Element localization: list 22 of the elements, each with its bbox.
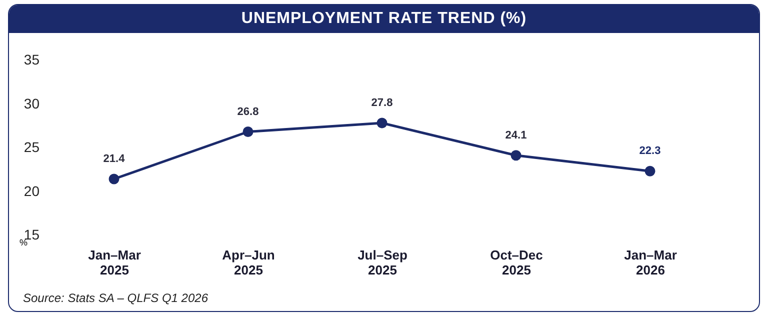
y-axis-title: % <box>20 238 28 248</box>
data-label: 26.8 <box>237 106 259 118</box>
x-tick-label: Oct–Dec 2025 <box>490 248 543 278</box>
point <box>108 174 120 184</box>
x-tick-label: Jan–Mar 2026 <box>624 248 677 278</box>
data-label: 21.4 <box>103 153 126 165</box>
source-note: Source: Stats SA – QLFS Q1 2026 <box>23 291 208 305</box>
y-tick-label: 35 <box>24 52 40 68</box>
y-tick-label: 30 <box>24 95 40 112</box>
data-label: 27.8 <box>371 97 393 109</box>
y-tick-label: 25 <box>24 139 40 155</box>
x-tick-label: Jul–Sep 2025 <box>358 248 408 278</box>
point <box>644 166 656 176</box>
data-label: 22.3 <box>639 145 661 158</box>
x-tick-label: Apr–Jun 2025 <box>222 248 275 278</box>
y-tick-label: 20 <box>24 182 40 199</box>
chart-title: UNEMPLOYMENT RATE TREND (%) <box>9 5 759 33</box>
point <box>376 118 388 128</box>
x-tick-label: Jan–Mar 2025 <box>88 248 141 278</box>
point <box>242 126 254 137</box>
point <box>510 150 522 161</box>
data-label: 24.1 <box>505 129 527 142</box>
